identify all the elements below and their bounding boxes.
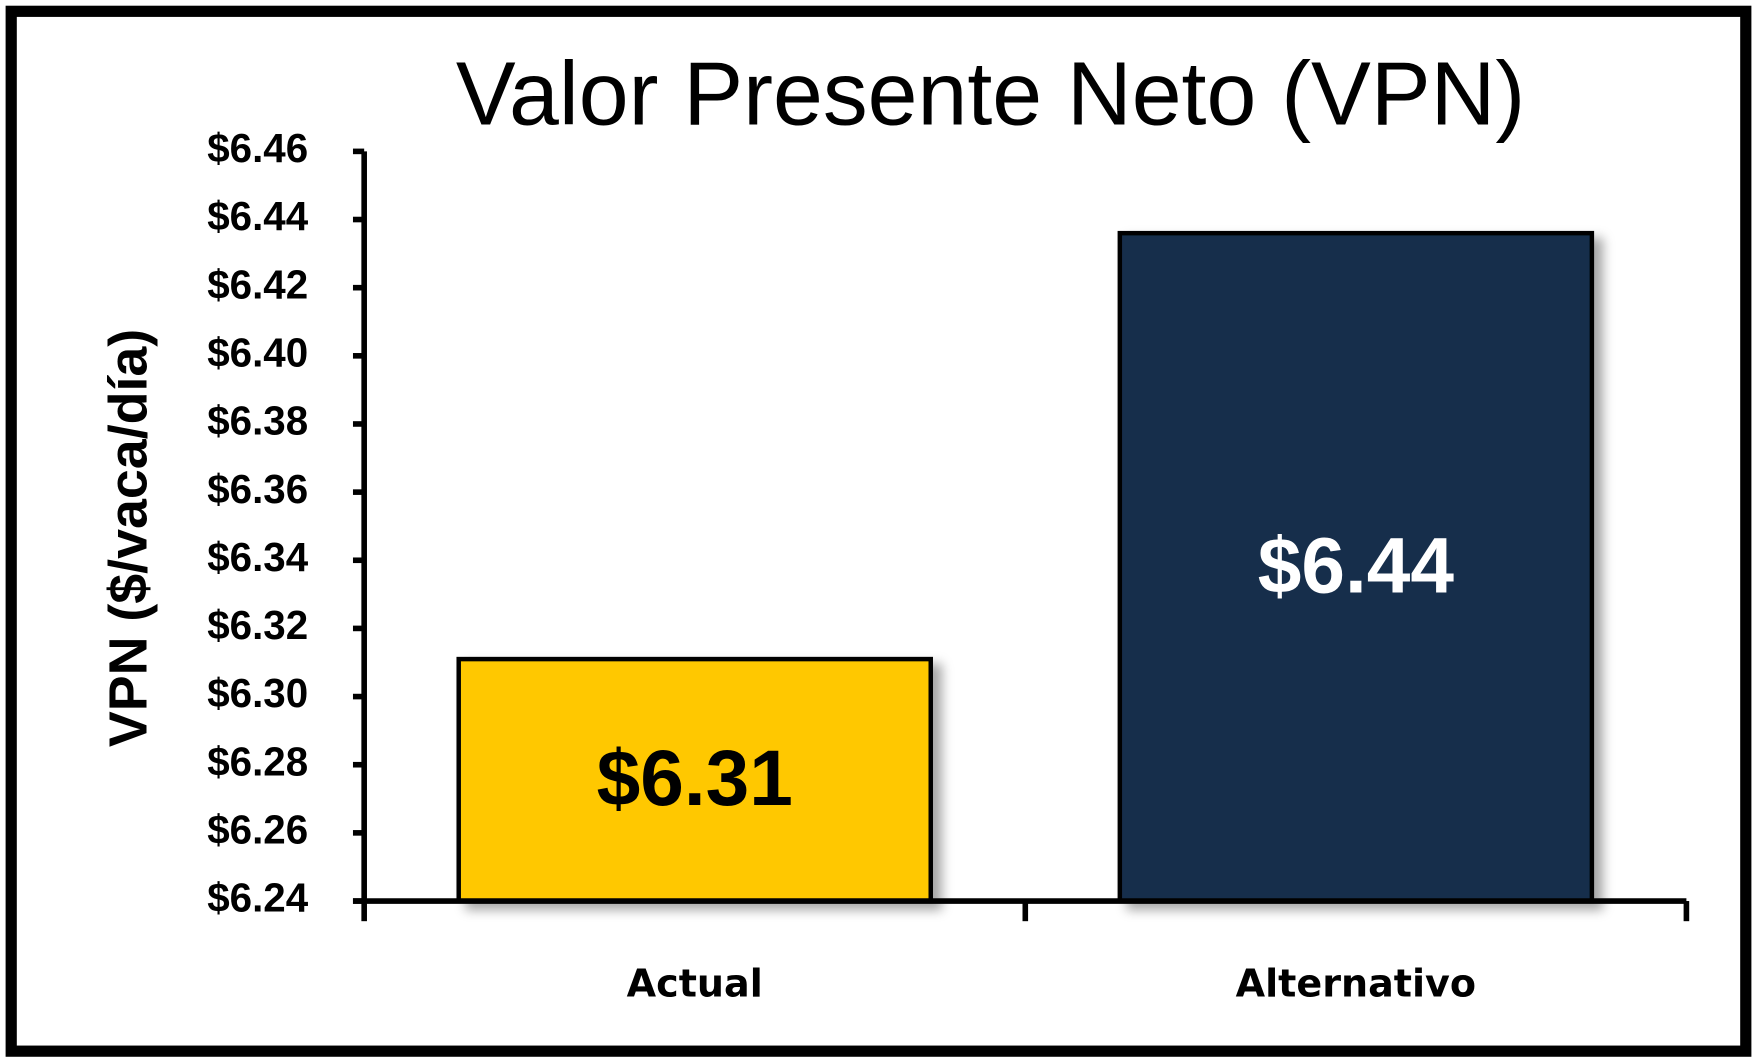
y-tick-label: $6.38 [207, 398, 308, 444]
y-tick-label: $6.32 [207, 602, 308, 648]
y-tick-label: $6.30 [207, 670, 308, 716]
y-tick-label: $6.42 [207, 261, 308, 307]
y-tick-label: $6.28 [207, 738, 308, 784]
x-tick-label: Actual [627, 962, 763, 1006]
chart-title: Valor Presente Neto (VPN) [456, 44, 1525, 144]
y-axis-label: VPN ($/vaca/día) [98, 329, 158, 747]
x-tick-label: Alternativo [1236, 962, 1476, 1006]
y-tick-label: $6.40 [207, 329, 308, 375]
y-tick-label: $6.34 [207, 534, 308, 580]
y-tick-label: $6.24 [207, 875, 308, 921]
value-label: $6.31 [597, 734, 793, 822]
bar [456, 656, 933, 904]
y-tick-label: $6.26 [207, 807, 308, 853]
y-tick-label: $6.44 [207, 193, 308, 239]
y-tick-label: $6.36 [207, 466, 308, 512]
value-label: $6.44 [1258, 521, 1455, 609]
y-tick-label: $6.46 [207, 125, 308, 171]
bar [1117, 230, 1595, 904]
